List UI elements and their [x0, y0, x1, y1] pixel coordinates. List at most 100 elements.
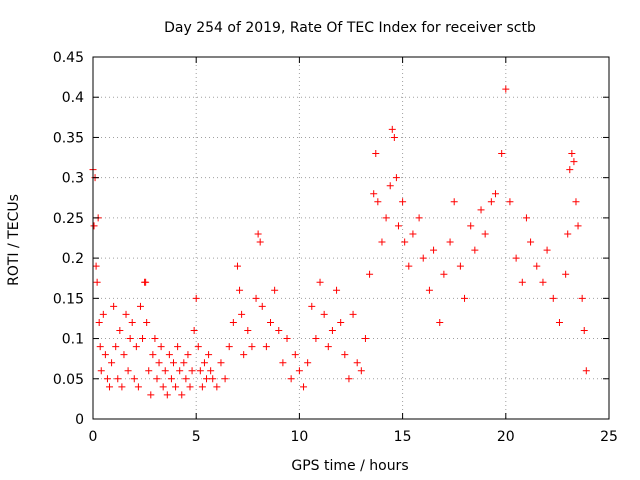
- data-point: [491, 190, 499, 198]
- data-point: [283, 335, 291, 343]
- data-point: [116, 327, 124, 335]
- data-point: [182, 375, 190, 383]
- data-point: [570, 158, 578, 166]
- data-point: [564, 230, 572, 238]
- data-point: [145, 367, 153, 375]
- data-point: [169, 359, 177, 367]
- data-point: [238, 310, 246, 318]
- data-point: [130, 375, 138, 383]
- data-point: [126, 335, 134, 343]
- data-point: [205, 351, 213, 359]
- data-point: [252, 294, 260, 302]
- data-point: [120, 351, 128, 359]
- data-point: [157, 343, 165, 351]
- y-tick-label: 0.15: [53, 291, 84, 307]
- data-point: [95, 318, 103, 326]
- data-point: [308, 302, 316, 310]
- chart-title: Day 254 of 2019, Rate Of TEC Index for r…: [164, 20, 536, 36]
- data-point: [333, 286, 341, 294]
- plot-frame: [92, 56, 610, 420]
- data-point: [110, 302, 118, 310]
- data-point: [477, 206, 485, 214]
- data-point: [392, 174, 400, 182]
- data-point: [184, 351, 192, 359]
- data-point: [372, 150, 380, 158]
- data-point: [233, 262, 241, 270]
- data-point: [533, 262, 541, 270]
- data-point: [349, 310, 357, 318]
- data-point: [399, 198, 407, 206]
- data-point: [341, 351, 349, 359]
- data-point: [388, 125, 396, 133]
- x-tick-label: 20: [497, 429, 515, 445]
- data-point: [394, 222, 402, 230]
- data-point: [172, 383, 180, 391]
- data-point: [114, 375, 122, 383]
- y-tick-label: 0.4: [62, 90, 84, 106]
- data-point: [566, 166, 574, 174]
- data-point: [487, 198, 495, 206]
- y-tick-label: 0.45: [53, 50, 84, 66]
- y-tick-label: 0.2: [62, 251, 84, 267]
- data-point: [456, 262, 464, 270]
- y-tick-label: 0.25: [53, 211, 84, 227]
- data-point: [96, 343, 104, 351]
- data-point: [151, 335, 159, 343]
- data-point: [506, 198, 514, 206]
- data-point: [203, 375, 211, 383]
- data-point: [539, 278, 547, 286]
- data-point: [374, 198, 382, 206]
- data-point: [498, 150, 506, 158]
- y-tick-label: 0: [75, 412, 84, 428]
- data-point: [178, 391, 186, 399]
- data-point: [481, 230, 489, 238]
- data-point: [97, 367, 105, 375]
- data-point: [90, 222, 98, 230]
- data-point: [300, 383, 308, 391]
- data-point: [217, 359, 225, 367]
- data-point: [549, 294, 557, 302]
- data-point: [147, 391, 155, 399]
- data-point: [161, 367, 169, 375]
- grid-lines: [93, 57, 609, 419]
- data-point: [225, 343, 233, 351]
- data-point: [425, 286, 433, 294]
- data-point: [291, 351, 299, 359]
- data-point: [512, 254, 520, 262]
- data-point: [324, 343, 332, 351]
- data-point: [196, 367, 204, 375]
- data-point: [471, 246, 479, 254]
- data-point: [186, 383, 194, 391]
- data-point: [502, 85, 510, 93]
- data-point: [446, 238, 454, 246]
- data-point: [337, 318, 345, 326]
- data-point: [136, 302, 144, 310]
- data-point: [93, 278, 101, 286]
- data-point: [361, 335, 369, 343]
- data-point: [279, 359, 287, 367]
- data-point: [194, 343, 202, 351]
- data-point: [209, 375, 217, 383]
- data-point: [142, 278, 150, 286]
- y-tick-label: 0.35: [53, 130, 84, 146]
- data-point: [139, 335, 147, 343]
- data-point: [165, 351, 173, 359]
- data-point: [207, 367, 215, 375]
- data-point: [382, 214, 390, 222]
- data-point: [190, 327, 198, 335]
- data-point: [254, 230, 262, 238]
- data-point: [574, 222, 582, 230]
- data-point: [386, 182, 394, 190]
- data-point: [167, 375, 175, 383]
- data-point: [188, 367, 196, 375]
- data-point: [401, 238, 409, 246]
- y-tick-label: 0.3: [62, 171, 84, 187]
- data-point: [572, 198, 580, 206]
- data-point: [258, 302, 266, 310]
- data-point: [155, 359, 163, 367]
- data-point: [174, 343, 182, 351]
- data-point: [419, 254, 427, 262]
- data-point: [409, 230, 417, 238]
- data-point: [461, 294, 469, 302]
